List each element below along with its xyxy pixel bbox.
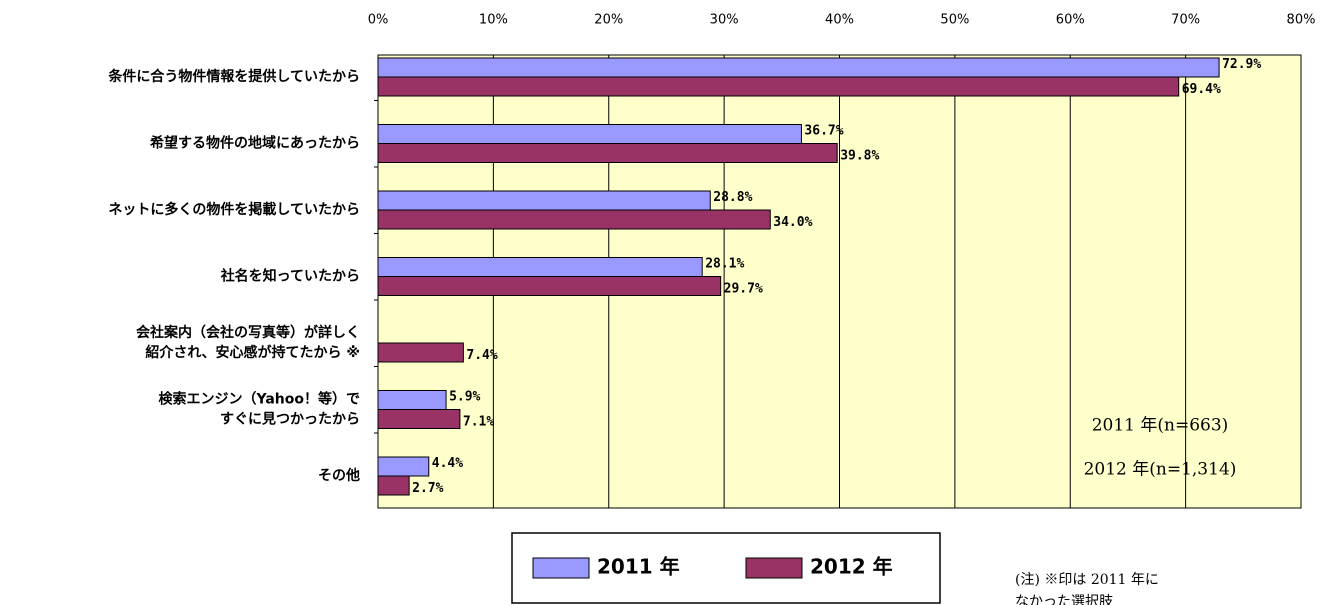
x-tick-label: 20% <box>594 13 623 28</box>
bar <box>377 124 802 144</box>
bar <box>377 76 1180 97</box>
x-tick-label: 0% <box>368 13 389 28</box>
category-label: 希望する物件の地域にあったから <box>150 135 360 152</box>
x-tick-label: 70% <box>1171 13 1200 28</box>
legend-label: 2012 年 <box>810 555 893 579</box>
value-label: 7.4% <box>466 348 497 363</box>
value-label: 28.1% <box>705 257 744 272</box>
bar <box>377 143 838 163</box>
value-label: 72.9% <box>1222 57 1261 72</box>
x-tick-label: 50% <box>940 13 969 28</box>
x-tick-label: 40% <box>825 13 854 28</box>
category-label: 検索エンジン（Yahoo！等）ですぐに見つかったから <box>158 391 360 428</box>
x-tick-label: 60% <box>1056 13 1085 28</box>
legend-label: 2011 年 <box>597 555 680 579</box>
annotation: 2011 年(n=663) <box>1092 416 1229 436</box>
category-label: 会社案内（会社の写真等）が詳しく紹介され、安心感が持てたから ※ <box>136 324 360 361</box>
bar <box>377 190 711 211</box>
x-tick-label: 30% <box>710 13 739 28</box>
bar <box>377 456 430 477</box>
bar <box>377 475 410 496</box>
legend-swatch <box>532 557 590 579</box>
value-label: 5.9% <box>449 390 480 405</box>
x-tick-label: 10% <box>479 13 508 28</box>
bar <box>377 257 703 277</box>
legend-swatch <box>745 557 803 579</box>
value-label: 69.4% <box>1182 82 1221 97</box>
value-label: 2.7% <box>412 481 443 496</box>
bar <box>377 209 771 230</box>
note: (注) ※印は 2011 年になかった選択肢 <box>1015 572 1159 605</box>
bar <box>377 409 461 429</box>
category-label: その他 <box>318 467 360 484</box>
value-label: 36.7% <box>804 124 843 139</box>
bar <box>377 342 464 363</box>
value-label: 28.8% <box>713 190 752 205</box>
x-tick-label: 80% <box>1287 13 1316 28</box>
value-label: 39.8% <box>840 149 879 164</box>
category-label: 条件に合う物件情報を提供していたから <box>107 68 360 85</box>
category-label: ネットに多くの物件を掲載していたから <box>108 201 360 218</box>
bar <box>377 57 1220 78</box>
bar <box>377 276 722 296</box>
bar <box>377 390 447 410</box>
value-label: 4.4% <box>432 456 463 471</box>
value-label: 34.0% <box>773 215 812 230</box>
annotation: 2012 年(n=1,314) <box>1084 460 1237 480</box>
value-label: 29.7% <box>724 282 763 297</box>
category-label: 社名を知っていたから <box>220 268 360 285</box>
value-label: 7.1% <box>463 415 494 430</box>
